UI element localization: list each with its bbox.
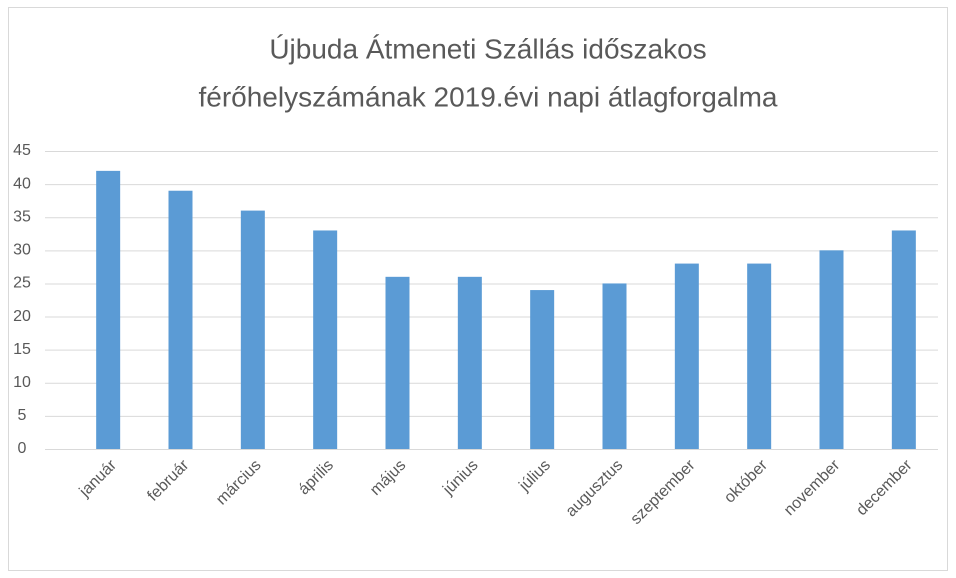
bar [96,170,121,449]
bar [240,210,265,449]
y-tick-label: 25 [13,275,31,292]
bar [385,276,410,449]
bar [602,283,627,449]
y-tick-label: 10 [13,374,31,391]
y-tick-label: 0 [18,440,27,457]
y-tick-label: 20 [13,308,31,325]
bar [530,290,555,449]
bar [819,250,844,449]
bar [168,190,193,449]
chart-title: férőhelyszámának 2019.évi napi átlagforg… [198,81,777,112]
bar [747,263,772,449]
y-tick-label: 35 [13,208,31,225]
y-tick-label: 45 [13,142,31,159]
y-tick-label: 15 [13,341,31,358]
bar [457,276,482,449]
bar [313,230,338,449]
y-tick-label: 5 [18,407,27,424]
bar [891,230,916,449]
bar [674,263,699,449]
chart-title: Újbuda Átmeneti Szállás időszakos [269,33,706,64]
y-tick-label: 40 [13,175,31,192]
y-tick-label: 30 [13,242,31,259]
